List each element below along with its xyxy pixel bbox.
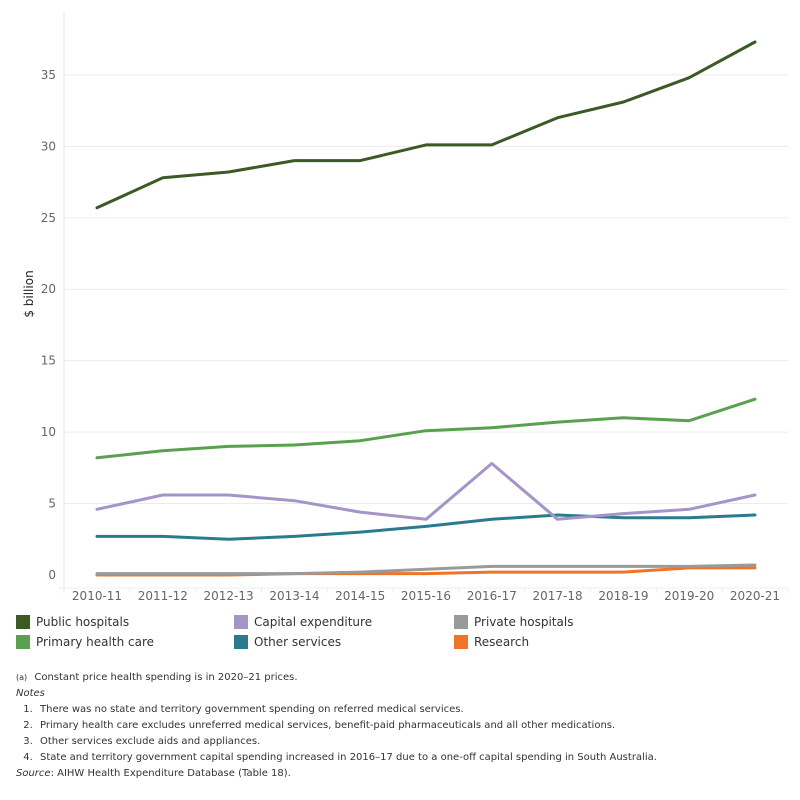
legend-label: Primary health care [36,635,154,649]
legend-swatch [234,615,248,629]
legend-swatch [454,615,468,629]
legend-label: Capital expenditure [254,615,373,629]
series-lines [95,40,757,577]
line-chart: 0 5 10 15 20 25 30 35 2010-11 2011-12 2012-13 2013… [22,12,789,603]
legend-item-other-services[interactable]: Other services [234,632,341,652]
source-text: : AIHW Health Expenditure Database (Tabl… [50,768,291,779]
x-tick-label: 2020-21 [730,589,780,603]
x-tick-label: 2016-17 [467,589,517,603]
legend-swatch [16,615,30,629]
footnote-text: Constant price health spending is in 202… [34,672,298,683]
series-line-primary-health-care[interactable] [95,397,757,460]
source-label: Source [16,768,51,779]
gridlines [64,74,788,505]
note-item: There was no state and territory governm… [36,702,786,718]
y-axis-title: $ billion [22,270,36,317]
x-tick-label: 2017-18 [533,589,583,603]
legend-swatch [454,635,468,649]
x-tick-label: 2019-20 [664,589,714,603]
y-tick-label: 15 [41,354,56,368]
notes-list: There was no state and territory governm… [16,702,786,766]
series-line-other-services[interactable] [95,513,757,541]
legend-swatch [234,635,248,649]
notes-heading: Notes [16,688,45,699]
x-tick-label: 2018-19 [598,589,648,603]
x-tick-label: 2013-14 [269,589,319,603]
y-tick-labels: 0 5 10 15 20 25 30 35 [41,68,56,582]
axes [58,12,789,593]
source-line: Source: AIHW Health Expenditure Database… [16,766,786,782]
legend-label: Public hospitals [36,615,130,629]
y-tick-label: 10 [41,425,56,439]
chart-notes: (a) Constant price health spending is in… [16,670,786,782]
x-tick-label: 2014-15 [335,589,385,603]
x-tick-label: 2011-12 [138,589,188,603]
legend-item-capital-expenditure[interactable]: Capital expenditure [234,612,372,632]
chart-legend: Public hospitals Capital expenditure Pri… [16,612,696,656]
y-tick-label: 35 [41,68,56,82]
series-line-public-hospitals[interactable] [95,40,757,210]
y-tick-label: 20 [41,282,56,296]
x-tick-label: 2010-11 [72,589,122,603]
y-tick-label: 5 [48,497,56,511]
x-tick-label: 2012-13 [204,589,254,603]
x-tick-label: 2015-16 [401,589,451,603]
footnote: (a) Constant price health spending is in… [16,670,786,686]
note-item: Other services exclude aids and applianc… [36,734,786,750]
footnote-marker: (a) [16,673,28,682]
legend-item-private-hospitals[interactable]: Private hospitals [454,612,573,632]
legend-item-primary-health-care[interactable]: Primary health care [16,632,154,652]
legend-label: Research [474,635,530,649]
legend-swatch [16,635,30,649]
legend-item-public-hospitals[interactable]: Public hospitals [16,612,129,632]
series-line-private-hospitals[interactable] [95,563,757,576]
y-tick-label: 25 [41,211,56,225]
legend-label: Private hospitals [474,615,574,629]
y-tick-label: 0 [48,568,56,582]
x-tick-labels: 2010-11 2011-12 2012-13 2013-14 2014-15 2015-… [72,589,780,603]
note-item: State and territory government capital s… [36,750,786,766]
legend-item-research[interactable]: Research [454,632,529,652]
series-line-capital-expenditure[interactable] [95,462,757,521]
y-tick-label: 30 [41,139,56,153]
legend-label: Other services [254,635,342,649]
note-item: Primary health care excludes unreferred … [36,718,786,734]
